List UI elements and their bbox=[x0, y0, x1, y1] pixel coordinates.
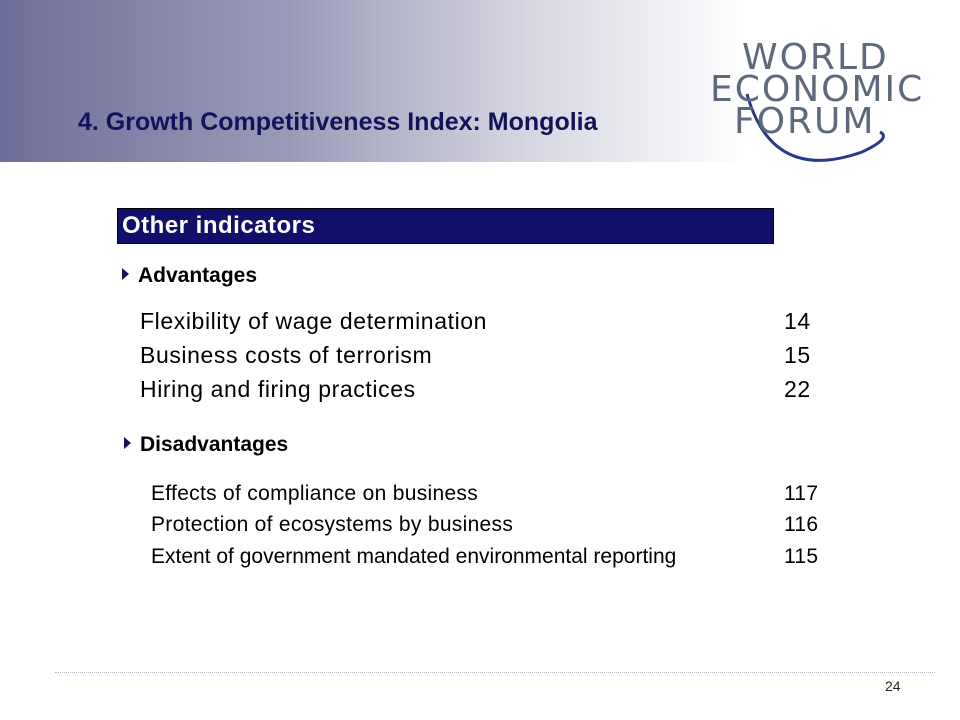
header-banner bbox=[0, 0, 960, 162]
disadvantage-item-rank: 115 bbox=[784, 545, 819, 568]
section-heading-bar: Other indicators bbox=[117, 208, 774, 244]
disadvantage-item-rank: 116 bbox=[784, 513, 819, 536]
advantage-item-rank: 22 bbox=[784, 376, 811, 402]
advantage-item-name: Business costs of terrorism bbox=[140, 342, 433, 368]
wef-logo: WORLD ECONOMIC FORUM bbox=[702, 34, 930, 164]
advantage-item-rank: 15 bbox=[784, 342, 811, 368]
advantages-label: Advantages bbox=[138, 264, 258, 287]
disadvantages-heading: Disadvantages bbox=[124, 433, 288, 457]
advantage-item-rank: 14 bbox=[784, 308, 811, 334]
advantages-heading: Advantages bbox=[122, 264, 257, 288]
advantage-item-name: Flexibility of wage determination bbox=[140, 308, 488, 334]
logo-line-3: FORUM bbox=[734, 101, 876, 142]
globe-arc-icon bbox=[745, 93, 885, 162]
disadvantage-item-name: Effects of compliance on business bbox=[151, 482, 479, 505]
disadvantages-label: Disadvantages bbox=[140, 433, 289, 456]
section-heading: Other indicators bbox=[122, 212, 316, 239]
footer-divider bbox=[55, 672, 935, 673]
page-number: 24 bbox=[885, 678, 901, 694]
disadvantage-item-rank: 117 bbox=[784, 482, 819, 505]
triangle-right-icon bbox=[122, 268, 129, 280]
disadvantage-item-name: Extent of government mandated environmen… bbox=[151, 545, 677, 568]
triangle-right-icon bbox=[124, 437, 131, 449]
logo-line-1: WORLD bbox=[742, 37, 889, 78]
logo-line-2: ECONOMIC bbox=[710, 69, 925, 110]
disadvantage-item-name: Protection of ecosystems by business bbox=[151, 513, 514, 536]
slide-title: 4. Growth Competitiveness Index: Mongoli… bbox=[78, 108, 598, 136]
advantage-item-name: Hiring and firing practices bbox=[140, 376, 416, 402]
